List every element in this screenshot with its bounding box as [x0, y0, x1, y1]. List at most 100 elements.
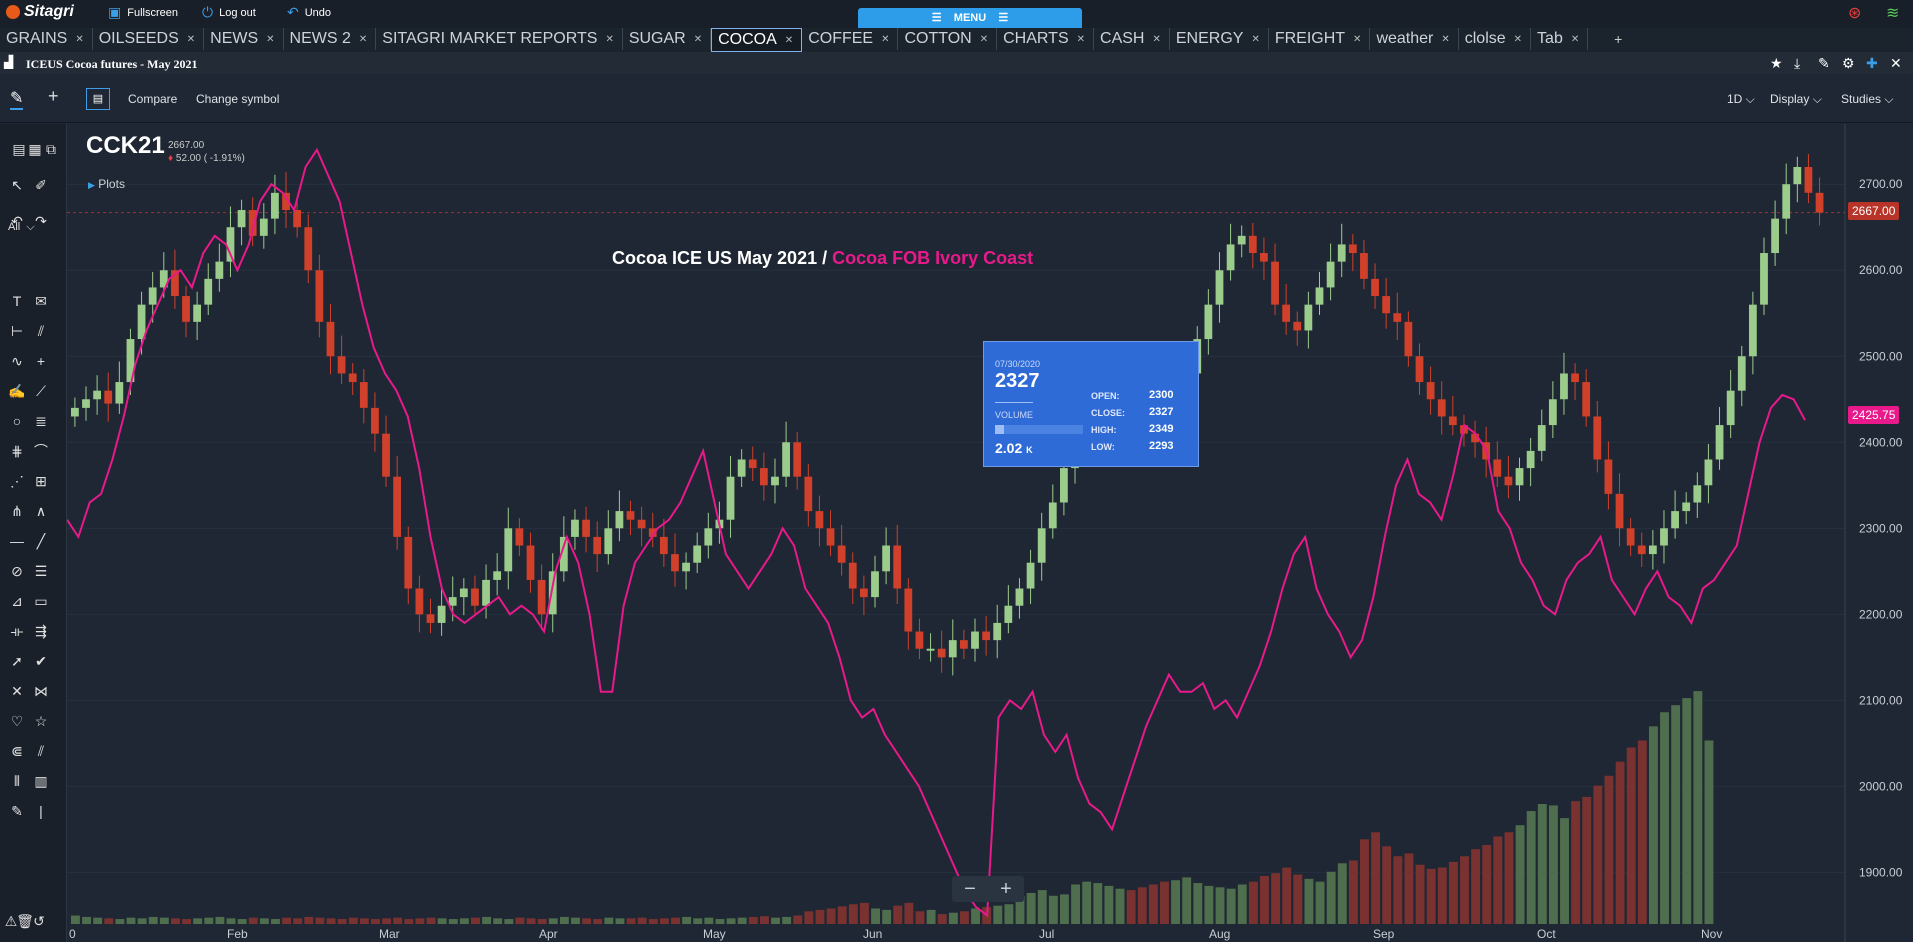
tab-clolse[interactable]: clolse ✕ — [1459, 28, 1532, 50]
download-icon[interactable]: ⤓ — [1794, 55, 1801, 71]
close-tab-icon[interactable]: ✕ — [75, 33, 84, 45]
wave-icon[interactable]: ∿ — [11, 353, 23, 369]
compare-button[interactable]: Compare — [128, 92, 178, 106]
layout-grid-icon[interactable]: ▦ — [28, 141, 42, 157]
alert-icon[interactable]: ⚠ — [4, 913, 18, 929]
speed-icon[interactable]: ⋐ — [11, 743, 23, 759]
popout-icon[interactable]: ⧉ — [46, 141, 56, 157]
price-chart[interactable]: 2700.00 2600.00 2500.00 2400.00 2300.00 2200.… — [67, 124, 1913, 942]
close-tab-icon[interactable]: ✕ — [784, 34, 794, 46]
fullscreen-button[interactable]: ▣ Fullscreen — [108, 4, 178, 21]
rectangle-icon[interactable]: ▭ — [34, 593, 48, 609]
projection-icon[interactable]: ⊿ — [11, 593, 23, 609]
tab-oilseeds[interactable]: OILSEEDS ✕ — [93, 28, 205, 50]
callout-icon[interactable]: ✉ — [35, 293, 47, 309]
close-tab-icon[interactable]: ✕ — [1570, 33, 1580, 45]
segment-icon[interactable]: ╱ — [36, 533, 46, 549]
trend-icon[interactable]: ⟋ — [36, 383, 46, 399]
fib-icon[interactable]: ≣ — [35, 413, 47, 429]
list-icon[interactable]: ☰ — [34, 563, 48, 579]
range-icon[interactable]: ⟛ — [10, 623, 24, 639]
arc-icon[interactable]: ⌒ — [34, 443, 48, 459]
freehand-icon[interactable]: ✍ — [8, 383, 26, 399]
star-outline-icon[interactable]: ☆ — [34, 713, 48, 729]
table-icon[interactable]: ▥ — [34, 773, 48, 789]
tab-freight[interactable]: FREIGHT ✕ — [1269, 28, 1371, 50]
ray-icon[interactable]: ⇶ — [35, 623, 47, 639]
plus-icon[interactable]: ✚ — [1866, 55, 1878, 71]
check-icon[interactable]: ✔ — [35, 653, 47, 669]
close-tab-icon[interactable]: ✕ — [1513, 33, 1523, 45]
tab-grains[interactable]: GRAINS ✕ — [0, 28, 93, 50]
note-icon[interactable]: ✎ — [11, 803, 23, 819]
ruler-icon[interactable]: ✐ — [35, 177, 47, 193]
channel-icon[interactable]: ⫽ — [37, 323, 45, 339]
tab-energy[interactable]: ENERGY ✕ — [1170, 28, 1269, 50]
layout-icon[interactable]: ▤ — [12, 141, 26, 157]
zoom-in-button[interactable]: + — [1000, 877, 1012, 900]
speed-fan-icon[interactable]: ⫽ — [37, 743, 45, 759]
menu-button[interactable]: ☰ MENU ☰ — [858, 8, 1082, 28]
plots-toggle[interactable]: ▶ Plots — [88, 177, 125, 191]
logout-button[interactable]: ⏻ Log out — [202, 4, 256, 21]
tab-tab[interactable]: Tab ✕ — [1531, 28, 1589, 50]
close-tab-icon[interactable]: ✕ — [266, 33, 275, 45]
undo-button[interactable]: ↶ Undo — [287, 4, 331, 21]
hline-icon[interactable]: — — [10, 533, 24, 549]
line-icon[interactable]: ∧ — [35, 503, 47, 519]
butterfly-icon[interactable]: ⋈ — [34, 683, 48, 699]
close-tab-icon[interactable]: ✕ — [693, 33, 703, 45]
crosshair-icon[interactable]: + — [48, 86, 59, 106]
gear-icon[interactable]: ⚙ — [1842, 55, 1855, 71]
tab-sugar[interactable]: SUGAR ✕ — [623, 28, 712, 50]
close-tab-icon[interactable]: ✕ — [1353, 33, 1362, 45]
pointer-icon[interactable]: ↖ — [11, 177, 23, 193]
close-tab-icon[interactable]: ✕ — [881, 33, 890, 45]
close-tab-icon[interactable]: ✕ — [1251, 33, 1260, 45]
measure-icon[interactable]: ⊘ — [11, 563, 23, 579]
close-icon[interactable]: ✕ — [1890, 55, 1902, 71]
undo-icon[interactable]: ↶ — [11, 213, 23, 229]
hud-icon[interactable]: ▤ — [86, 88, 110, 110]
tab-sitagri-market-reports[interactable]: SITAGRI MARKET REPORTS ✕ — [376, 28, 623, 50]
tab-cocoa[interactable]: COCOA ✕ — [711, 28, 803, 52]
close-tab-icon[interactable]: ✕ — [1152, 33, 1161, 45]
text-icon[interactable]: T — [12, 293, 22, 309]
cross-icon[interactable]: ✕ — [11, 683, 23, 699]
fan-icon[interactable]: ⋰ — [10, 473, 24, 489]
gann-icon[interactable]: ⋕ — [11, 443, 23, 459]
vline-icon[interactable]: | — [39, 803, 43, 819]
redo-icon[interactable]: ↷ — [35, 213, 47, 229]
studies-menu[interactable]: Studies ⌵ — [1841, 92, 1894, 106]
display-menu[interactable]: Display ⌵ — [1770, 92, 1822, 106]
close-tab-icon[interactable]: ✕ — [358, 33, 368, 45]
tab-cash[interactable]: CASH ✕ — [1094, 28, 1170, 50]
close-tab-icon[interactable]: ✕ — [1076, 33, 1086, 45]
star-icon[interactable]: ★ — [1770, 55, 1783, 71]
ellipse-icon[interactable]: ○ — [12, 413, 22, 429]
pen-icon[interactable]: ✎ — [1818, 55, 1830, 71]
heart-icon[interactable]: ♡ — [10, 713, 24, 729]
pitchfork-icon[interactable]: ⋔ — [11, 503, 23, 519]
trash-icon[interactable]: 🗑 — [16, 913, 34, 929]
crosshair-tool-icon[interactable]: + — [36, 353, 46, 369]
tab-cotton[interactable]: COTTON ✕ — [898, 28, 998, 50]
reset-icon[interactable]: ↺ — [33, 913, 45, 929]
close-tab-icon[interactable]: ✕ — [1441, 33, 1450, 45]
close-tab-icon[interactable]: ✕ — [979, 33, 989, 45]
zoom-out-button[interactable]: − — [964, 877, 976, 900]
tab-weather[interactable]: weather ✕ — [1370, 28, 1459, 50]
bars-icon[interactable]: ⦀ — [13, 773, 21, 789]
tab-news[interactable]: NEWS ✕ — [204, 28, 284, 50]
tab-charts[interactable]: CHARTS ✕ — [997, 28, 1095, 50]
grid-tool-icon[interactable]: ⊞ — [35, 473, 47, 489]
draw-tool-icon[interactable]: ✎ — [10, 88, 24, 110]
change-symbol-button[interactable]: Change symbol — [196, 92, 280, 106]
tool-filter-select[interactable]: All ⌵ — [8, 221, 35, 233]
horizontal-ray-icon[interactable]: ⊢ — [10, 323, 24, 339]
close-tab-icon[interactable]: ✕ — [605, 33, 614, 45]
tab-news-2[interactable]: NEWS 2 ✕ — [284, 28, 377, 50]
tab-coffee[interactable]: COFFEE ✕ — [802, 28, 899, 50]
interval-select[interactable]: 1D ⌵ — [1727, 92, 1755, 106]
help-icon[interactable]: ⊛ — [1848, 5, 1862, 22]
